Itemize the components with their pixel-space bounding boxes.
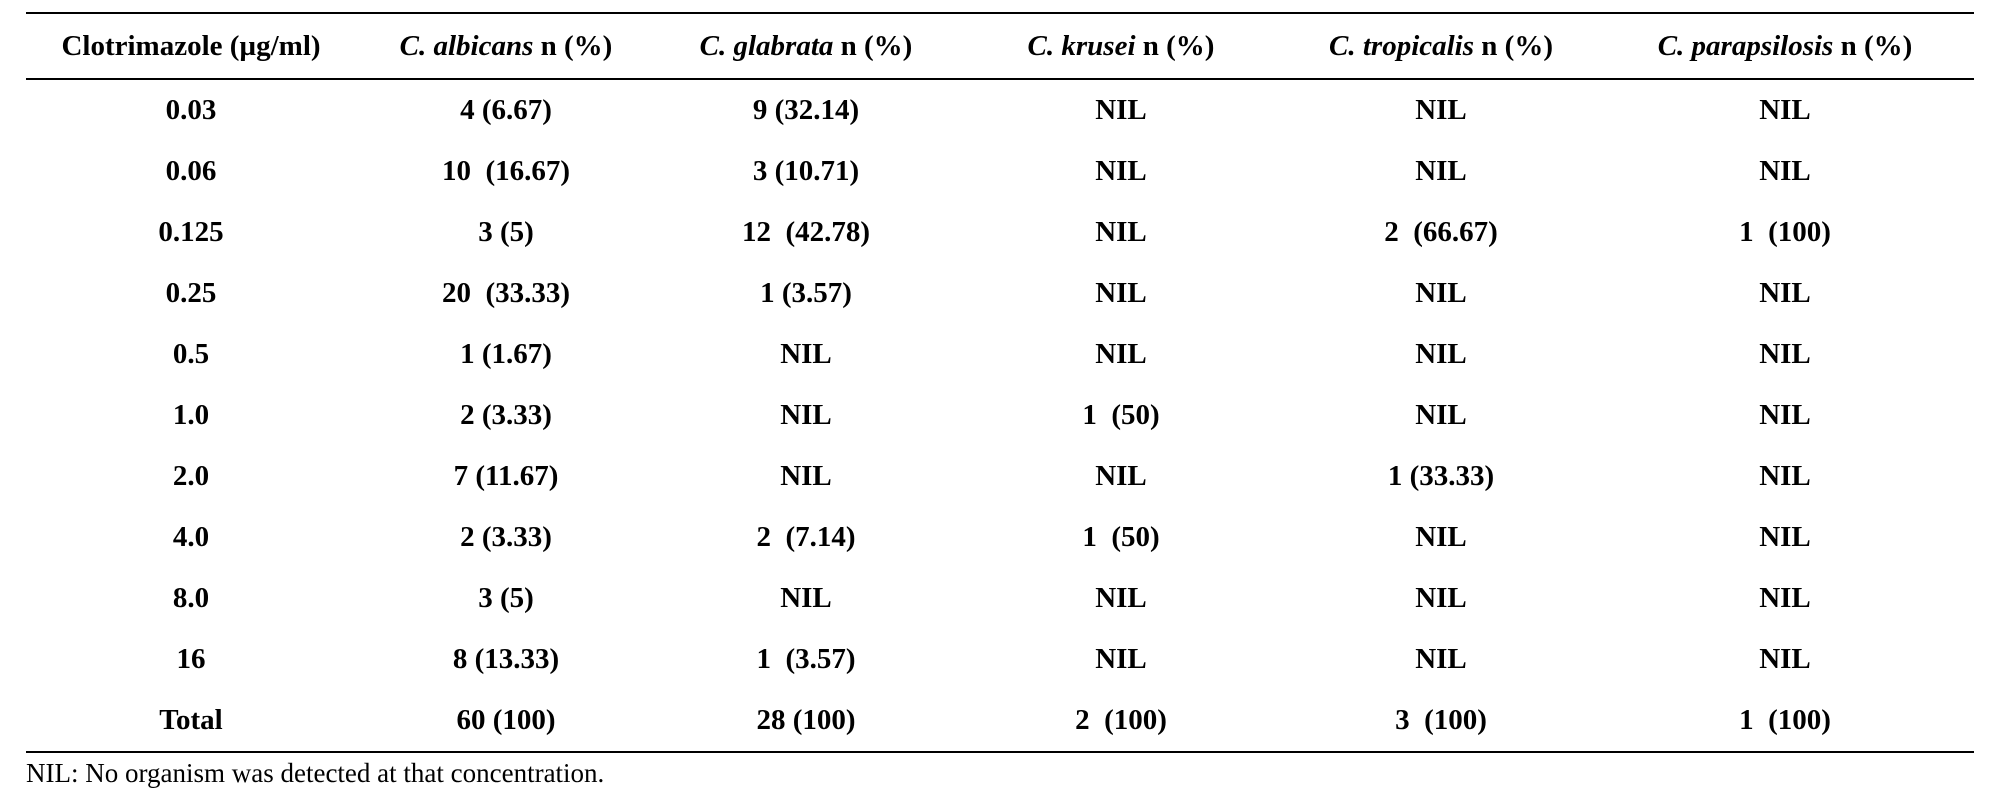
cell-c-krusei: NIL — [1095, 277, 1147, 309]
cell-concentration: 0.125 — [158, 216, 224, 248]
cell-c-parapsilosis: NIL — [1759, 643, 1811, 675]
cell-c-albicans: 3 (5) — [478, 582, 534, 614]
cell-c-tropicalis: NIL — [1415, 155, 1467, 187]
cell-c-glabrata: 1 (3.57) — [760, 277, 852, 309]
cell-c-albicans: 2 (3.33) — [460, 521, 552, 553]
header-c-glabrata: C. glabrata n (%) — [699, 29, 913, 62]
cell-concentration: 0.25 — [165, 277, 217, 309]
cell-c-tropicalis: NIL — [1415, 399, 1467, 431]
cell-concentration: 0.03 — [165, 94, 217, 126]
cell-c-albicans: 8 (13.33) — [452, 643, 560, 675]
cell-concentration: 16 — [176, 643, 206, 675]
cell-c-parapsilosis: NIL — [1759, 338, 1811, 370]
cell-c-albicans: 3 (5) — [478, 216, 534, 248]
cell-concentration: 4.0 — [172, 521, 210, 553]
cell-c-tropicalis: NIL — [1415, 277, 1467, 309]
cell-c-glabrata: 12 (42.78) — [741, 216, 871, 248]
cell-c-krusei: NIL — [1095, 338, 1147, 370]
cell-concentration: Total — [159, 704, 223, 736]
cell-concentration: 1.0 — [172, 399, 210, 431]
header-c-parapsilosis: C. parapsilosis n (%) — [1657, 29, 1913, 62]
cell-c-glabrata: 9 (32.14) — [752, 94, 860, 126]
cell-c-parapsilosis: NIL — [1759, 155, 1811, 187]
table-row: 2.0 7 (11.67) NIL NIL 1 (33.33) NIL — [26, 446, 1974, 507]
cell-c-tropicalis: 1 (33.33) — [1387, 460, 1495, 492]
table-row: 0.03 4 (6.67) 9 (32.14) NIL NIL NIL — [26, 79, 1974, 141]
table-row-total: Total 60 (100) 28 (100) 2 (100) 3 (100) 1 (10… — [26, 690, 1974, 752]
cell-c-tropicalis: NIL — [1415, 643, 1467, 675]
cell-c-albicans: 2 (3.33) — [460, 399, 552, 431]
cell-c-tropicalis: 2 (66.67) — [1384, 216, 1498, 248]
cell-c-krusei: 1 (50) — [1082, 521, 1160, 553]
cell-c-tropicalis: NIL — [1415, 338, 1467, 370]
table-row: 16 8 (13.33) 1 (3.57) NIL NIL NIL — [26, 629, 1974, 690]
cell-c-krusei: NIL — [1095, 460, 1147, 492]
cell-c-glabrata: 2 (7.14) — [756, 521, 856, 553]
cell-c-glabrata: 1 (3.57) — [756, 643, 856, 675]
cell-c-parapsilosis: NIL — [1759, 94, 1811, 126]
cell-c-tropicalis: 3 (100) — [1395, 704, 1487, 736]
cell-c-krusei: NIL — [1095, 643, 1147, 675]
cell-c-albicans: 10 (16.67) — [441, 155, 571, 187]
cell-c-glabrata: 3 (10.71) — [752, 155, 860, 187]
cell-c-albicans: 1 (1.67) — [460, 338, 552, 370]
cell-c-parapsilosis: NIL — [1759, 460, 1811, 492]
cell-c-albicans: 7 (11.67) — [453, 460, 559, 492]
cell-c-krusei: NIL — [1095, 155, 1147, 187]
cell-c-krusei: 2 (100) — [1075, 704, 1167, 736]
cell-c-albicans: 60 (100) — [456, 704, 556, 736]
cell-c-parapsilosis: NIL — [1759, 521, 1811, 553]
cell-concentration: 8.0 — [172, 582, 210, 614]
cell-concentration: 2.0 — [172, 460, 210, 492]
table-row: 0.25 20 (33.33) 1 (3.57) NIL NIL NIL — [26, 263, 1974, 324]
header-c-krusei: C. krusei n (%) — [1027, 29, 1215, 62]
cell-c-krusei: NIL — [1095, 216, 1147, 248]
cell-c-parapsilosis: NIL — [1759, 399, 1811, 431]
table-row: 0.06 10 (16.67) 3 (10.71) NIL NIL NIL — [26, 141, 1974, 202]
cell-c-tropicalis: NIL — [1415, 94, 1467, 126]
cell-c-glabrata: NIL — [780, 338, 832, 370]
table-body: 0.03 4 (6.67) 9 (32.14) NIL NIL NIL 0.06 10 (1… — [26, 79, 1974, 752]
header-concentration: Clotrimazole (µg/ml) — [61, 29, 321, 62]
cell-c-parapsilosis: 1 (100) — [1739, 704, 1831, 736]
header-row: Clotrimazole (µg/ml) C. albicans n (%) C… — [26, 13, 1974, 79]
cell-c-glabrata: NIL — [780, 582, 832, 614]
cell-c-tropicalis: NIL — [1415, 582, 1467, 614]
cell-c-krusei: NIL — [1095, 94, 1147, 126]
cell-c-tropicalis: NIL — [1415, 521, 1467, 553]
cell-c-parapsilosis: NIL — [1759, 582, 1811, 614]
cell-c-albicans: 4 (6.67) — [460, 94, 552, 126]
table-footnote: NIL: No organism was detected at that co… — [26, 758, 605, 788]
cell-c-parapsilosis: NIL — [1759, 277, 1811, 309]
cell-concentration: 0.5 — [172, 338, 210, 370]
header-c-tropicalis: C. tropicalis n (%) — [1329, 29, 1553, 62]
cell-c-parapsilosis: 1 (100) — [1739, 216, 1831, 248]
cell-c-glabrata: NIL — [780, 399, 832, 431]
cell-c-krusei: 1 (50) — [1082, 399, 1160, 431]
clotrimazole-mic-table: Clotrimazole (µg/ml) C. albicans n (%) C… — [26, 12, 1974, 753]
cell-c-glabrata: NIL — [780, 460, 832, 492]
table-row: 0.125 3 (5) 12 (42.78) NIL 2 (66.67) 1 (100) — [26, 202, 1974, 263]
table-row: 4.0 2 (3.33) 2 (7.14) 1 (50) NIL NIL — [26, 507, 1974, 568]
header-c-albicans: C. albicans n (%) — [399, 29, 613, 62]
table-header: Clotrimazole (µg/ml) C. albicans n (%) C… — [26, 13, 1974, 79]
table-row: 8.0 3 (5) NIL NIL NIL NIL — [26, 568, 1974, 629]
table-row: 0.5 1 (1.67) NIL NIL NIL NIL — [26, 324, 1974, 385]
cell-c-albicans: 20 (33.33) — [441, 277, 571, 309]
cell-concentration: 0.06 — [165, 155, 217, 187]
cell-c-glabrata: 28 (100) — [756, 704, 856, 736]
cell-c-krusei: NIL — [1095, 582, 1147, 614]
table-row: 1.0 2 (3.33) NIL 1 (50) NIL NIL — [26, 385, 1974, 446]
